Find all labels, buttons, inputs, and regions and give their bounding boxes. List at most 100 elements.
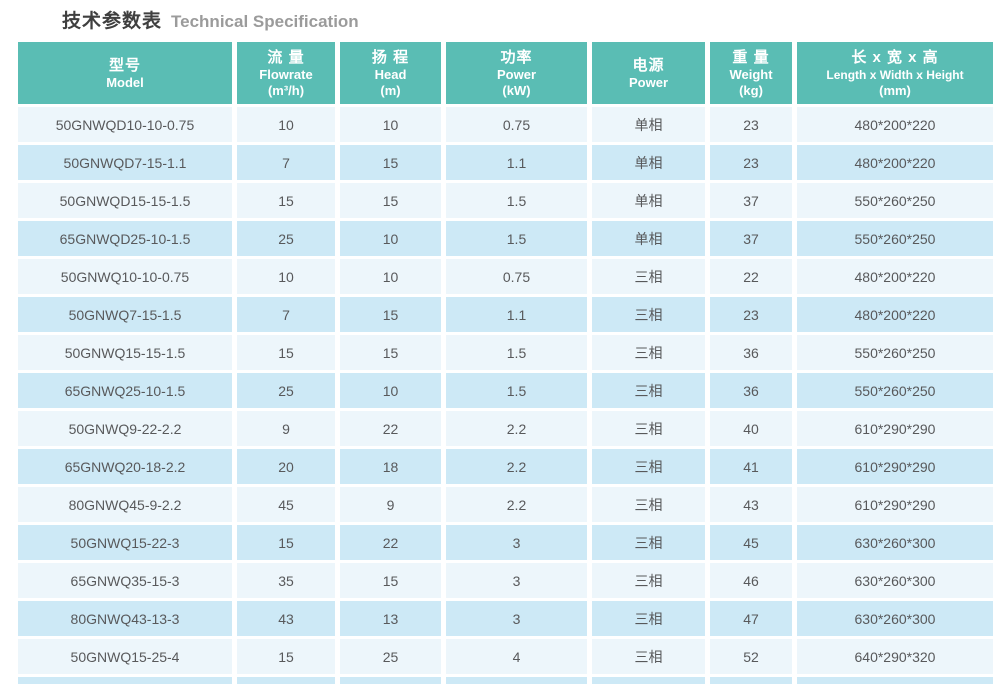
- cell-weight: 36: [710, 373, 792, 408]
- col-header-dimensions: 长 x 宽 x 高 Length x Width x Height (mm): [797, 42, 993, 104]
- cell-model: 65GNWQ35-15-3: [18, 563, 232, 598]
- cell-flowrate: 7: [237, 145, 335, 180]
- table-row: 80GNWQ43-13-3 43 13 3 三相 47 630*260*300: [18, 601, 993, 636]
- col-header-model: 型号 Model: [18, 42, 232, 104]
- cell-power: 3: [446, 563, 587, 598]
- table-row: 50GNWQD15-15-1.5 15 15 1.5 单相 37 550*260…: [18, 183, 993, 218]
- cell-flowrate: 25: [237, 373, 335, 408]
- cell-power: 1.5: [446, 373, 587, 408]
- col-header-power-en: Power: [496, 66, 536, 82]
- cell-power-supply: 三相: [592, 525, 705, 560]
- col-header-flowrate-en: Flowrate: [259, 66, 313, 82]
- cell-flowrate: 15: [237, 335, 335, 370]
- cell-power-supply: 三相: [592, 487, 705, 522]
- cell-model: 80GNWQ45-9-2.2: [18, 487, 232, 522]
- cell-head: 25: [340, 639, 441, 674]
- cell-dimensions: 630*260*300: [797, 601, 993, 636]
- table-row: 50GNWQD7-15-1.1 7 15 1.1 单相 23 480*200*2…: [18, 145, 993, 180]
- cell-model: 80GNWQ43-13-3: [18, 601, 232, 636]
- cell-head: 22: [340, 411, 441, 446]
- col-header-power-zh: 功率: [500, 48, 533, 66]
- cell-model: 50GNWQ15-25-4: [18, 639, 232, 674]
- spec-table: 型号 Model 流 量 Flowrate (m³/h) 扬 程 Head (m…: [13, 39, 998, 684]
- cell-model: 65GNWQD25-10-1.5: [18, 221, 232, 256]
- col-header-dimensions-zh: 长 x 宽 x 高: [851, 48, 939, 66]
- cell-flowrate: 15: [237, 183, 335, 218]
- cell-model: 65GNWQ20-18-2.2: [18, 449, 232, 484]
- cell-head: 10: [340, 221, 441, 256]
- cell-model: 65GNWQ25-10-1.5: [18, 373, 232, 408]
- col-header-power-supply-en: Power: [628, 74, 668, 90]
- cell-dimensions: 550*260*250: [797, 221, 993, 256]
- cell-power: 2.2: [446, 411, 587, 446]
- col-header-head-en: Head: [374, 66, 407, 82]
- cell-flowrate: 25: [237, 221, 335, 256]
- col-header-weight-unit: (kg): [739, 82, 763, 98]
- col-header-head-zh: 扬 程: [371, 48, 410, 66]
- cell-weight: 46: [710, 563, 792, 598]
- cell-dimensions: 550*260*250: [797, 373, 993, 408]
- cell-head: 18: [340, 449, 441, 484]
- col-header-power: 功率 Power (kW): [446, 42, 587, 104]
- cell-head: 15: [340, 297, 441, 332]
- cell-flowrate: 10: [237, 259, 335, 294]
- cell-power: [446, 677, 587, 684]
- cell-model: 50GNWQD15-15-1.5: [18, 183, 232, 218]
- cell-dimensions: [797, 677, 993, 684]
- cell-head: 15: [340, 183, 441, 218]
- cell-weight: 37: [710, 221, 792, 256]
- cell-head: 15: [340, 145, 441, 180]
- cell-model: 50GNWQ7-15-1.5: [18, 297, 232, 332]
- cell-model: 50GNWQ9-22-2.2: [18, 411, 232, 446]
- cell-dimensions: 480*200*220: [797, 107, 993, 142]
- page-title-en: Technical Specification: [171, 12, 359, 31]
- cell-power-supply: 单相: [592, 107, 705, 142]
- cell-weight: 23: [710, 297, 792, 332]
- cell-power-supply: 三相: [592, 449, 705, 484]
- col-header-power-unit: (kW): [502, 82, 531, 98]
- col-header-flowrate: 流 量 Flowrate (m³/h): [237, 42, 335, 104]
- table-row: 50GNWQ10-10-0.75 10 10 0.75 三相 22 480*20…: [18, 259, 993, 294]
- table-row: 50GNWQ15-22-3 15 22 3 三相 45 630*260*300: [18, 525, 993, 560]
- cell-dimensions: 480*200*220: [797, 297, 993, 332]
- cell-head: 15: [340, 335, 441, 370]
- cell-head: 10: [340, 107, 441, 142]
- cell-dimensions: 550*260*250: [797, 183, 993, 218]
- cell-dimensions: 610*290*290: [797, 411, 993, 446]
- cell-model: 50GNWQ15-22-3: [18, 525, 232, 560]
- cell-head: 9: [340, 487, 441, 522]
- col-header-model-zh: 型号: [108, 56, 141, 74]
- cell-head: 22: [340, 525, 441, 560]
- table-row: 50GNWQ9-22-2.2 9 22 2.2 三相 40 610*290*29…: [18, 411, 993, 446]
- cell-power-supply: 三相: [592, 373, 705, 408]
- cell-dimensions: 610*290*290: [797, 449, 993, 484]
- cell-model: 50GNWQ15-15-1.5: [18, 335, 232, 370]
- table-row: 65GNWQ20-18-2.2 20 18 2.2 三相 41 610*290*…: [18, 449, 993, 484]
- col-header-head: 扬 程 Head (m): [340, 42, 441, 104]
- cell-dimensions: 610*290*290: [797, 487, 993, 522]
- table-row: [18, 677, 993, 684]
- cell-flowrate: 35: [237, 563, 335, 598]
- cell-weight: 52: [710, 639, 792, 674]
- cell-model: 50GNWQD7-15-1.1: [18, 145, 232, 180]
- table-header-row: 型号 Model 流 量 Flowrate (m³/h) 扬 程 Head (m…: [18, 42, 993, 104]
- table-row: 50GNWQ15-25-4 15 25 4 三相 52 640*290*320: [18, 639, 993, 674]
- cell-dimensions: 550*260*250: [797, 335, 993, 370]
- col-header-power-supply: 电源 Power: [592, 42, 705, 104]
- cell-model: [18, 677, 232, 684]
- cell-power: 0.75: [446, 259, 587, 294]
- cell-weight: 23: [710, 107, 792, 142]
- cell-dimensions: 480*200*220: [797, 145, 993, 180]
- table-row: 80GNWQ45-9-2.2 45 9 2.2 三相 43 610*290*29…: [18, 487, 993, 522]
- cell-power: 1.5: [446, 221, 587, 256]
- cell-flowrate: 45: [237, 487, 335, 522]
- cell-flowrate: 7: [237, 297, 335, 332]
- cell-flowrate: [237, 677, 335, 684]
- col-header-dimensions-unit: (mm): [879, 82, 911, 98]
- table-row: 50GNWQ7-15-1.5 7 15 1.1 三相 23 480*200*22…: [18, 297, 993, 332]
- cell-head: 13: [340, 601, 441, 636]
- cell-model: 50GNWQD10-10-0.75: [18, 107, 232, 142]
- cell-dimensions: 480*200*220: [797, 259, 993, 294]
- cell-power-supply: 单相: [592, 183, 705, 218]
- cell-flowrate: 43: [237, 601, 335, 636]
